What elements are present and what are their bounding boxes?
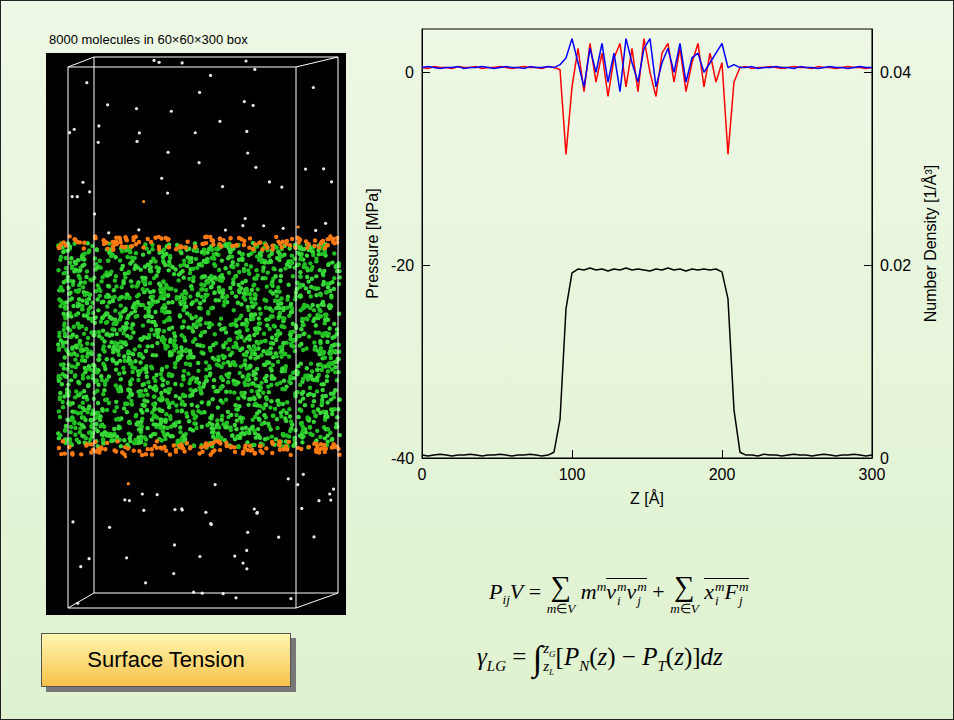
svg-text:200: 200 — [709, 466, 736, 483]
html-text:zL: zL — [543, 658, 555, 677]
svg-text:Z [Å]: Z [Å] — [630, 489, 664, 507]
html-text:Surface Tension: Surface Tension — [87, 647, 245, 672]
svg-text:-20: -20 — [391, 257, 414, 274]
svg-text:0: 0 — [405, 64, 414, 81]
svg-text:300: 300 — [859, 466, 886, 483]
html-text:zG: zG — [543, 639, 556, 659]
html-text:γL G = ∫: γL G = ∫ — [477, 639, 543, 678]
html-text:i vm: i vm — [617, 579, 647, 608]
html-text:m ∈ V: m ∈ V — [670, 600, 699, 616]
svg-text:-40: -40 — [391, 450, 414, 467]
html-text:Pi jV = ∑: Pi jV = ∑ — [489, 571, 572, 608]
html-text:xm: xm — [704, 579, 725, 604]
svg-text:0.04: 0.04 — [880, 64, 911, 81]
svg-text:Number Density [1/Å³]: Number Density [1/Å³] — [921, 165, 939, 322]
html-text:i Fm: i Fm — [715, 579, 749, 608]
svg-text:Pressure [MPa]: Pressure [MPa] — [364, 188, 381, 298]
svg-text:100: 100 — [559, 466, 586, 483]
html-text:j: j — [637, 592, 641, 608]
html-text:8000 molecules in 60×60×300 bo: 8000 molecules in 60×60×300 box — [49, 32, 248, 47]
html-text:mmvm: mmvm — [580, 578, 627, 604]
html-text:m ∈ V: m ∈ V — [546, 600, 576, 616]
svg-text:0.02: 0.02 — [880, 257, 911, 274]
html-text:j: j — [739, 592, 743, 608]
svg-text:0: 0 — [418, 466, 427, 483]
svg-text:0: 0 — [880, 450, 889, 467]
html-text:[PN(z) − PT(z)] d z: [PN(z) − PT(z)] d z — [555, 642, 723, 674]
